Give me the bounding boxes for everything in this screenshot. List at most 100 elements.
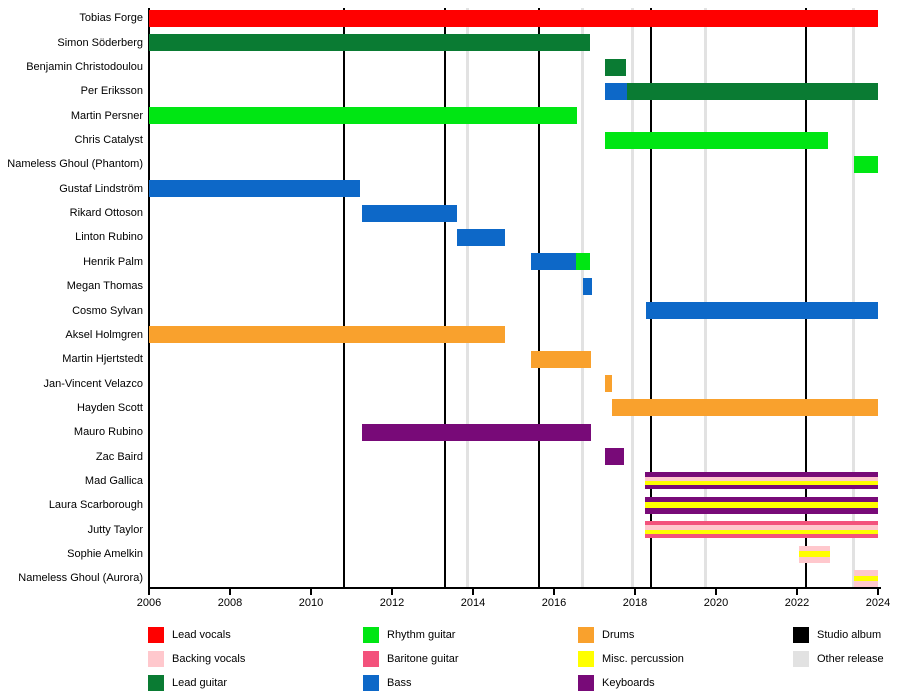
- member-label: Sophie Amelkin: [67, 548, 143, 560]
- timeline-bar: [799, 545, 831, 563]
- member-label: Benjamin Christodoulou: [26, 61, 143, 73]
- role-stripe: [645, 496, 878, 503]
- role-stripe: [645, 533, 878, 539]
- other-release-line: [466, 8, 470, 588]
- legend-swatch: [578, 627, 594, 643]
- x-axis-tick: [796, 589, 798, 595]
- member-label: Jan-Vincent Velazco: [43, 377, 143, 390]
- role-stripe: [645, 480, 878, 486]
- other-release-line: [703, 8, 707, 588]
- x-axis-tick-label: 2006: [136, 597, 162, 609]
- role-stripe: [645, 521, 878, 526]
- timeline-bar: [149, 34, 591, 52]
- timeline-bar: [645, 496, 878, 514]
- member-label: Nameless Ghoul (Aurora): [18, 572, 143, 585]
- role-stripe: [645, 476, 878, 481]
- timeline-bar: [456, 228, 505, 246]
- role-stripe: [799, 551, 831, 557]
- other-release-line: [631, 8, 635, 588]
- timeline-bar: [583, 277, 593, 295]
- timeline-bar: [646, 302, 878, 319]
- role-stripe: [645, 508, 878, 514]
- x-axis-tick-label: 2008: [217, 597, 243, 609]
- timeline-bar: [531, 253, 577, 271]
- legend-label: Bass: [387, 677, 412, 689]
- legend-label: Other release: [817, 653, 884, 665]
- role-stripe: [799, 545, 831, 552]
- member-label: Simon Söderberg: [57, 36, 143, 49]
- x-axis-tick-label: 2014: [460, 597, 486, 609]
- member-label: Aksel Holmgren: [65, 328, 143, 341]
- legend-label: Rhythm guitar: [387, 629, 456, 641]
- x-axis-tick: [472, 589, 474, 595]
- timeline-bar: [645, 472, 878, 490]
- timeline-bar: [604, 131, 828, 149]
- member-label: Rikard Ottoson: [69, 207, 143, 220]
- legend-label: Keyboards: [602, 677, 655, 689]
- timeline-bar: [604, 448, 625, 466]
- role-stripe: [645, 472, 878, 477]
- x-axis-tick: [310, 589, 312, 595]
- x-axis-tick-label: 2022: [784, 597, 810, 609]
- studio-album-line: [444, 8, 447, 588]
- other-release-line: [580, 8, 584, 588]
- y-axis-line: [148, 8, 150, 589]
- member-label: Henrik Palm: [83, 255, 143, 268]
- role-stripe: [645, 485, 878, 490]
- legend-swatch: [578, 651, 594, 667]
- timeline-bar: [149, 107, 578, 125]
- member-label: Zac Baird: [95, 450, 143, 463]
- legend-label: Backing vocals: [172, 653, 246, 665]
- legend-swatch: [148, 675, 164, 691]
- member-label: Chris Catalyst: [74, 134, 143, 147]
- x-axis-tick: [877, 589, 879, 595]
- legend-swatch: [578, 675, 594, 691]
- timeline-bar: [576, 253, 591, 271]
- legend-swatch: [793, 651, 809, 667]
- legend-label: Baritone guitar: [387, 653, 459, 665]
- studio-album-line: [650, 8, 653, 588]
- legend-label: Studio album: [817, 629, 882, 641]
- timeline-bar: [853, 155, 878, 173]
- role-stripe: [853, 569, 878, 576]
- studio-album-line: [342, 8, 345, 588]
- timeline-bar: [149, 180, 361, 198]
- x-axis-tick-label: 2020: [703, 597, 729, 609]
- timeline-bar: [645, 521, 878, 539]
- x-axis-tick: [391, 589, 393, 595]
- timeline-bar: [604, 58, 627, 76]
- x-axis-tick-label: 2010: [298, 597, 324, 609]
- x-axis-tick: [553, 589, 555, 595]
- timeline-bar: [612, 399, 878, 417]
- legend-label: Lead vocals: [172, 629, 231, 641]
- studio-album-line: [538, 8, 541, 588]
- legend-swatch: [793, 627, 809, 643]
- role-stripe: [853, 581, 878, 587]
- legend-swatch: [363, 651, 379, 667]
- x-axis-tick: [715, 589, 717, 595]
- timeline-bar: [853, 569, 878, 587]
- timeline-bar: [626, 82, 878, 100]
- member-label: Hayden Scott: [76, 401, 143, 414]
- legend-swatch: [363, 675, 379, 691]
- timeline-bar: [531, 350, 592, 368]
- member-label: Nameless Ghoul (Phantom): [7, 158, 143, 171]
- timeline-bar: [362, 204, 457, 222]
- timeline-bar: [149, 9, 878, 27]
- member-label: Tobias Forge: [79, 12, 143, 25]
- member-label: Linton Rubino: [75, 231, 143, 244]
- x-axis-line: [148, 587, 881, 589]
- legend-label: Drums: [602, 629, 635, 641]
- x-axis-tick-label: 2016: [541, 597, 567, 609]
- x-axis-tick: [148, 589, 150, 595]
- legend-label: Misc. percussion: [602, 653, 684, 665]
- member-label: Jutty Taylor: [87, 523, 143, 536]
- x-axis-tick: [229, 589, 231, 595]
- timeline-bar: [604, 375, 612, 393]
- legend-swatch: [148, 627, 164, 643]
- x-axis-tick: [634, 589, 636, 595]
- timeline-bar: [604, 82, 627, 100]
- studio-album-line: [804, 8, 807, 588]
- legend-swatch: [148, 651, 164, 667]
